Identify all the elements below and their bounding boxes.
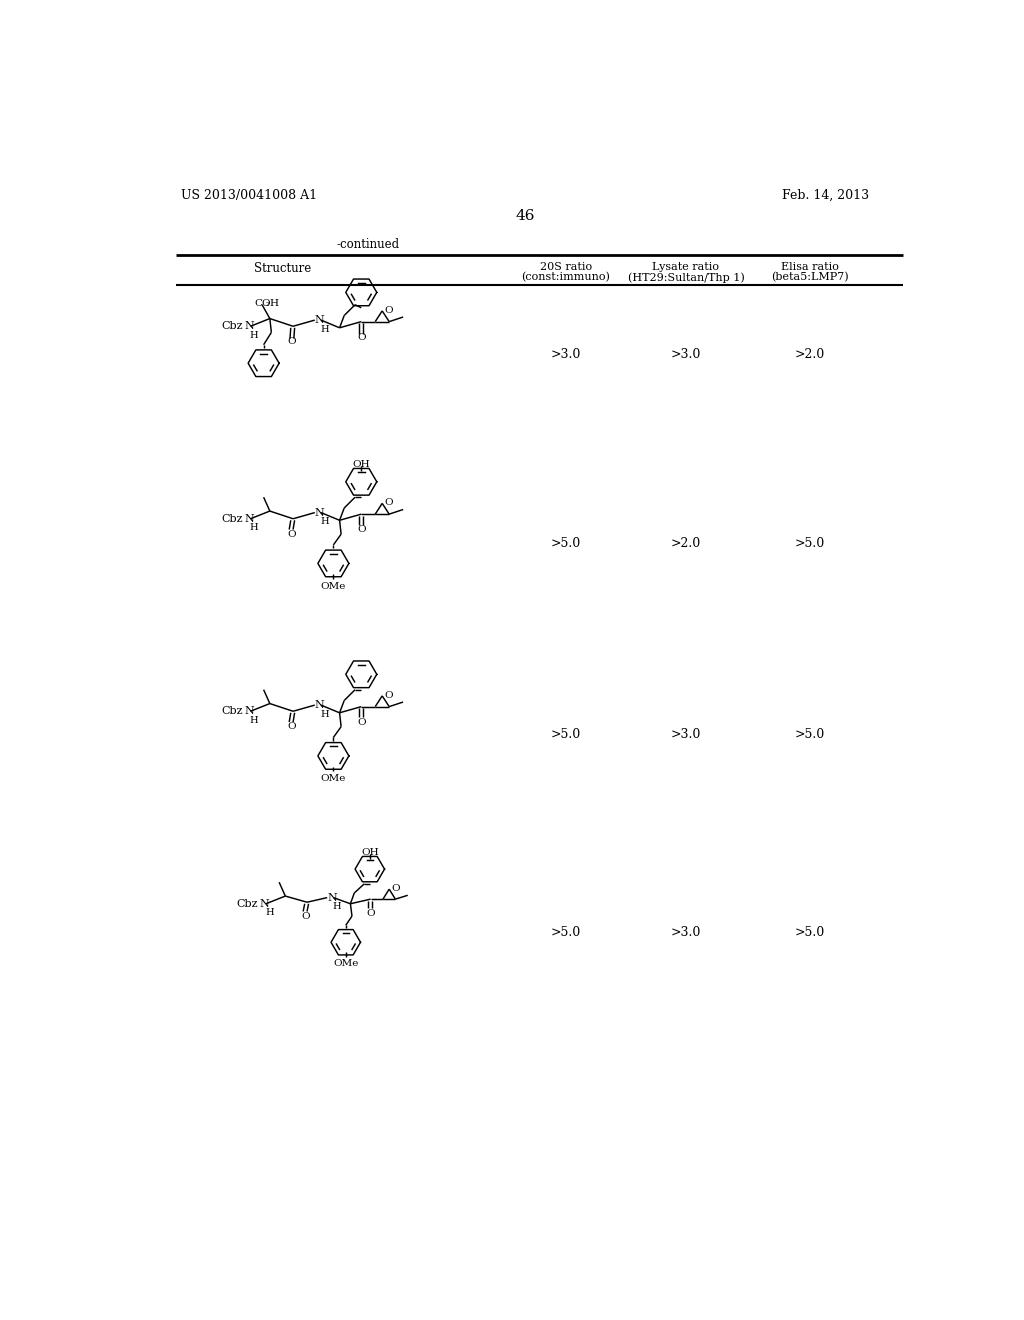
Text: O: O xyxy=(357,718,366,726)
Text: >2.0: >2.0 xyxy=(671,537,701,550)
Text: H: H xyxy=(270,298,279,308)
Text: OMe: OMe xyxy=(333,960,358,968)
Text: O: O xyxy=(391,884,400,892)
Text: 46: 46 xyxy=(515,209,535,223)
Text: >5.0: >5.0 xyxy=(551,727,581,741)
Text: H: H xyxy=(250,524,258,532)
Text: (beta5:LMP7): (beta5:LMP7) xyxy=(771,272,849,282)
Text: OH: OH xyxy=(361,849,379,858)
Text: Cbz: Cbz xyxy=(221,321,243,331)
Text: >3.0: >3.0 xyxy=(671,348,701,362)
Text: N: N xyxy=(314,508,325,517)
Text: >2.0: >2.0 xyxy=(795,348,825,362)
Text: O: O xyxy=(301,912,310,920)
Text: CO: CO xyxy=(254,298,271,308)
Text: Cbz: Cbz xyxy=(221,706,243,717)
Text: O: O xyxy=(357,525,366,535)
Text: >3.0: >3.0 xyxy=(671,727,701,741)
Text: -continued: -continued xyxy=(337,238,399,251)
Text: >5.0: >5.0 xyxy=(795,925,825,939)
Text: ₂: ₂ xyxy=(266,298,269,308)
Text: OH: OH xyxy=(352,461,370,470)
Text: N: N xyxy=(314,315,325,325)
Text: H: H xyxy=(250,331,258,339)
Text: H: H xyxy=(265,908,273,917)
Text: O: O xyxy=(287,337,296,346)
Text: >5.0: >5.0 xyxy=(551,925,581,939)
Text: O: O xyxy=(385,690,393,700)
Text: O: O xyxy=(287,722,296,731)
Text: O: O xyxy=(357,333,366,342)
Text: O: O xyxy=(385,498,393,507)
Text: 20S ratio: 20S ratio xyxy=(540,263,592,272)
Text: N: N xyxy=(245,321,254,331)
Text: >5.0: >5.0 xyxy=(551,537,581,550)
Text: H: H xyxy=(250,715,258,725)
Text: (const:immuno): (const:immuno) xyxy=(521,272,610,282)
Text: O: O xyxy=(385,306,393,314)
Text: O: O xyxy=(287,529,296,539)
Text: H: H xyxy=(321,517,329,527)
Text: US 2013/0041008 A1: US 2013/0041008 A1 xyxy=(180,189,316,202)
Text: Cbz: Cbz xyxy=(237,899,258,908)
Text: N: N xyxy=(314,700,325,710)
Text: >3.0: >3.0 xyxy=(551,348,581,362)
Text: Lysate ratio: Lysate ratio xyxy=(652,263,720,272)
Text: H: H xyxy=(321,710,329,718)
Text: H: H xyxy=(321,325,329,334)
Text: (HT29:Sultan/Thp 1): (HT29:Sultan/Thp 1) xyxy=(628,272,744,282)
Text: Structure: Structure xyxy=(254,263,311,276)
Text: >3.0: >3.0 xyxy=(671,925,701,939)
Text: Cbz: Cbz xyxy=(221,513,243,524)
Text: N: N xyxy=(245,706,254,717)
Text: >5.0: >5.0 xyxy=(795,727,825,741)
Text: H: H xyxy=(333,903,341,911)
Text: N: N xyxy=(328,892,337,903)
Text: O: O xyxy=(367,908,375,917)
Text: N: N xyxy=(245,513,254,524)
Text: N: N xyxy=(260,899,269,908)
Text: OMe: OMe xyxy=(321,582,346,591)
Text: >5.0: >5.0 xyxy=(795,537,825,550)
Text: Feb. 14, 2013: Feb. 14, 2013 xyxy=(781,189,869,202)
Text: Elisa ratio: Elisa ratio xyxy=(781,263,839,272)
Text: OMe: OMe xyxy=(321,775,346,783)
